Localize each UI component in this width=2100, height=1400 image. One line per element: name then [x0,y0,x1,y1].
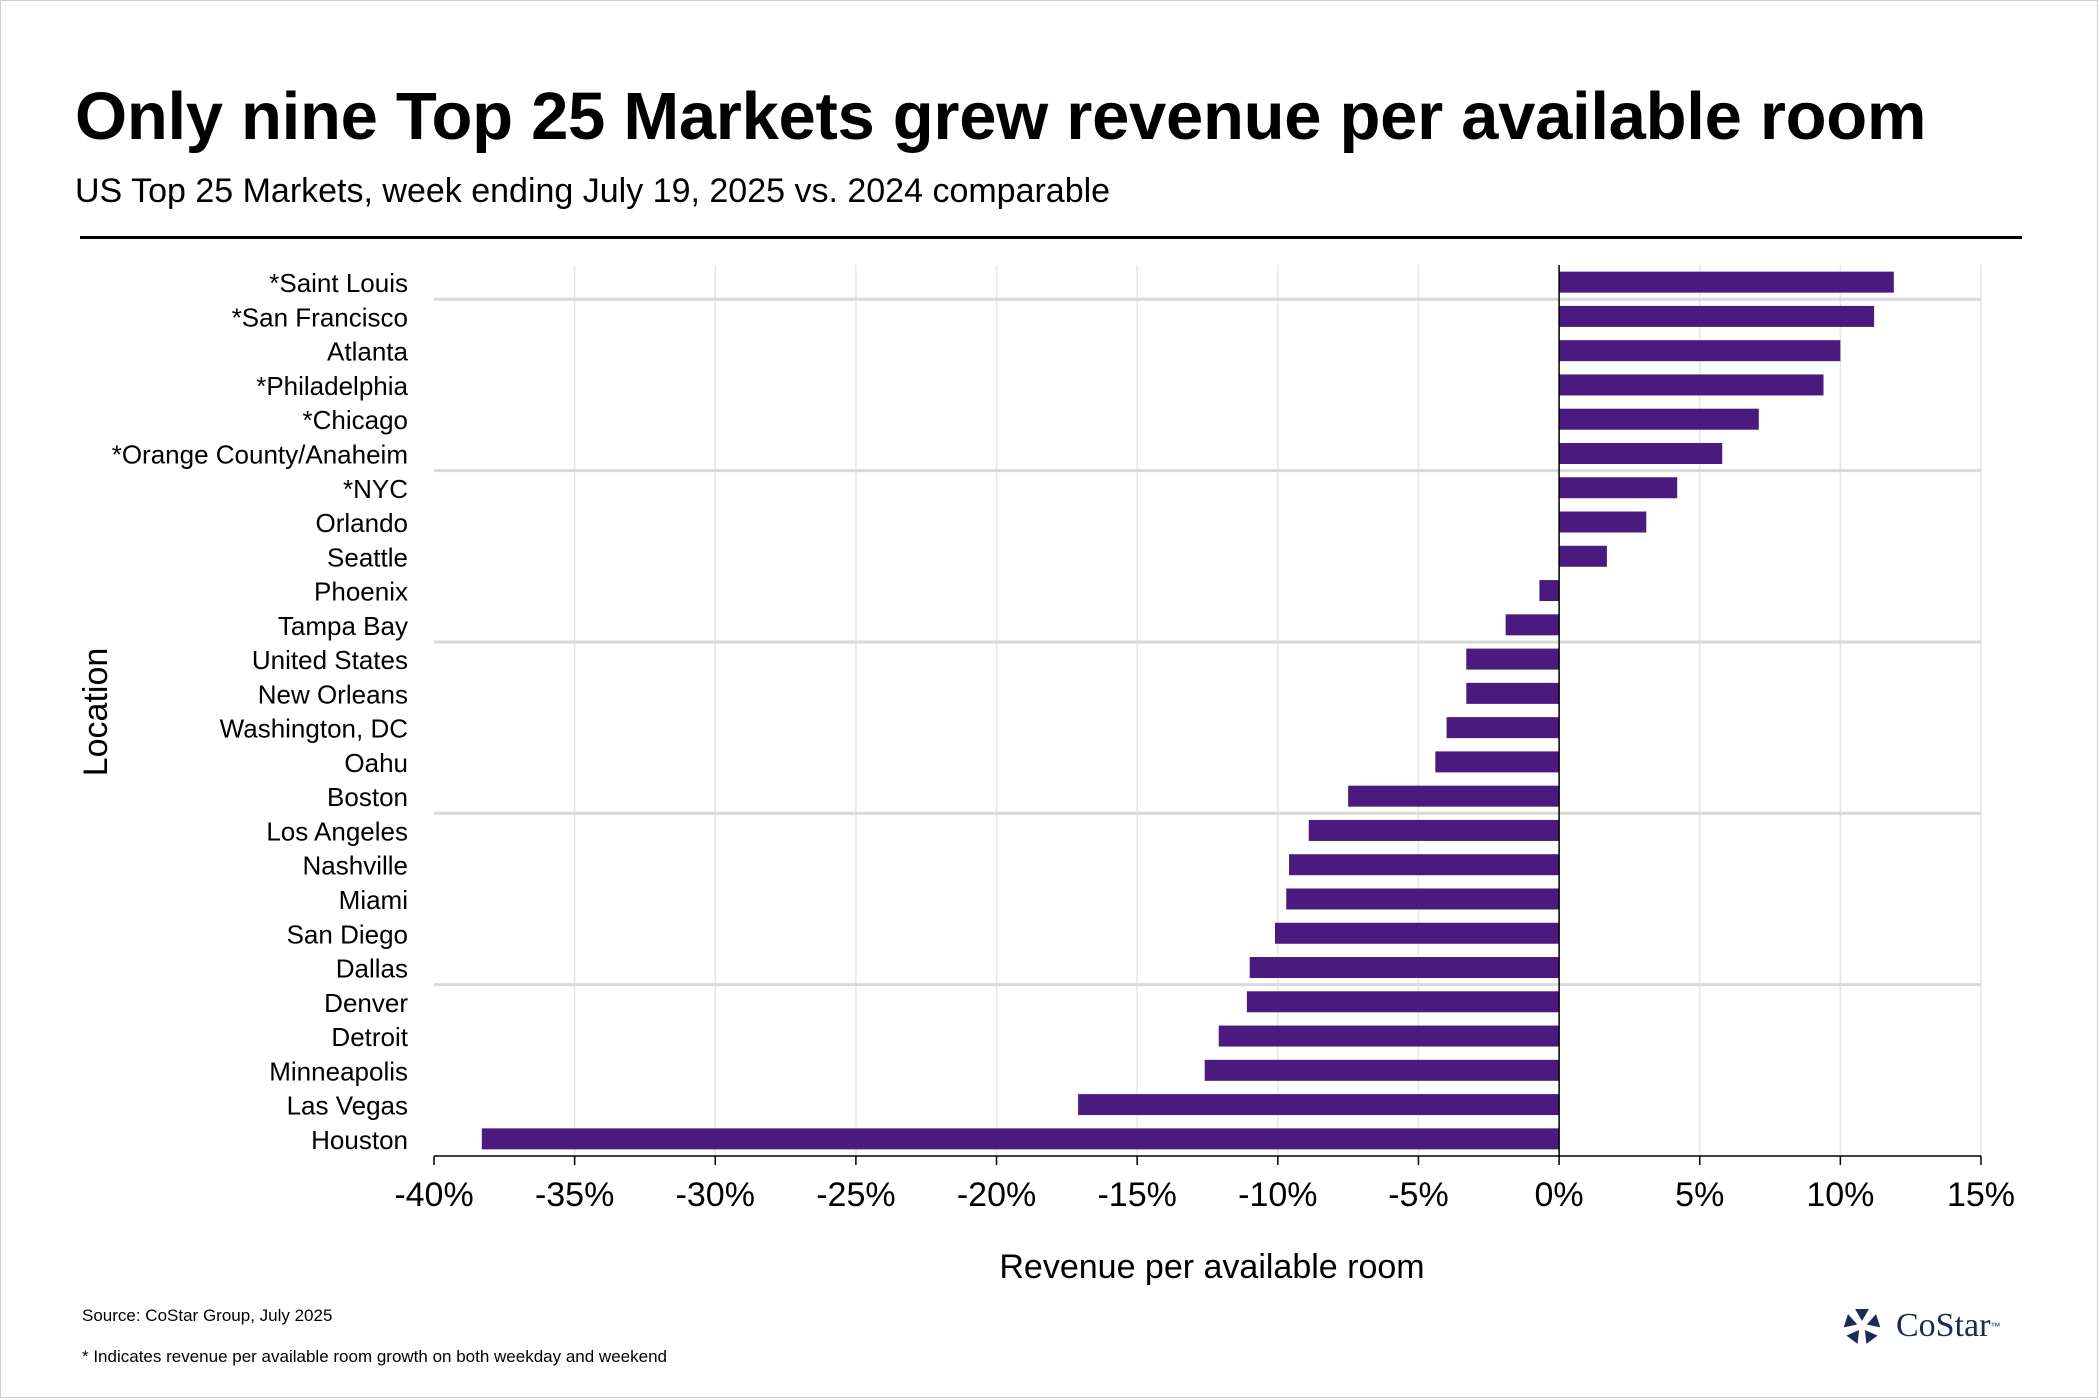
category-label: *Orange County/Anaheim [112,439,408,469]
category-label: Tampa Bay [278,611,408,641]
category-label: Detroit [331,1022,408,1052]
category-label: San Diego [287,919,408,949]
category-label: *Chicago [302,405,408,435]
category-label: Washington, DC [220,714,408,744]
logo-segment [1846,1330,1860,1344]
x-tick-label: -15% [1097,1176,1176,1214]
bar [1308,819,1560,841]
bar [1348,785,1560,807]
x-tick-label: 5% [1675,1176,1724,1214]
x-tick-label: -5% [1388,1176,1448,1214]
bar [1559,305,1875,327]
x-tick-label: -30% [676,1176,755,1214]
logo-segment [1864,1330,1878,1344]
x-axis-label: Revenue per available room [999,1248,1424,1286]
bar [1559,340,1841,362]
group-separators [434,297,1981,987]
category-label: Phoenix [314,577,408,607]
x-tick-label: -10% [1238,1176,1317,1214]
bar [1446,717,1560,739]
y-axis-label: Location [77,648,115,777]
bar [1275,922,1560,944]
category-label: Dallas [336,954,408,984]
category-label: United States [252,645,408,675]
bar [1505,614,1560,636]
category-label: Houston [311,1125,408,1155]
bar [1559,477,1678,499]
chart-subtitle: US Top 25 Markets, week ending July 19, … [75,172,1111,210]
category-label: Boston [327,782,408,812]
bar [1559,442,1723,464]
category-label: *NYC [343,474,408,504]
bar [1559,511,1647,533]
bar [1559,271,1894,293]
bar [1078,1094,1560,1116]
category-label: Orlando [316,508,409,538]
bar [1559,374,1824,396]
bar [1218,1025,1560,1047]
category-label: Denver [324,988,408,1018]
category-label: New Orleans [258,679,408,709]
category-label: Nashville [303,851,409,881]
bars [481,271,1894,1150]
bar [1539,580,1560,602]
x-tick-label: -40% [394,1176,473,1214]
category-label: Miami [339,885,408,915]
category-label: Los Angeles [266,816,408,846]
category-labels: *Saint Louis *San Francisco Atlanta *Philad… [112,268,409,1155]
gridlines [573,265,1982,1156]
category-label: Oahu [344,748,408,778]
category-label: *Saint Louis [269,268,408,298]
source-note: Source: CoStar Group, July 2025 [82,1306,333,1325]
category-label: Atlanta [327,337,408,367]
bar [1466,648,1560,670]
bar [1466,682,1560,704]
chart-title: Only nine Top 25 Markets grew revenue pe… [75,79,1927,154]
bar [1249,957,1560,979]
bar [1286,888,1560,910]
logo-segment [1843,1314,1858,1328]
bar-chart: -40% -35% -30% -25% -20% -15% -10% -5% 0% 5% 10% 15… [77,265,2015,1286]
x-tick-label: -25% [816,1176,895,1214]
category-label: *Philadelphia [256,371,408,401]
costar-star-logo-icon [1843,1309,1881,1344]
bar [1435,751,1560,773]
x-tick-label: -35% [535,1176,614,1214]
costar-logo: CoStar™ [1838,1302,2000,1350]
bar [1204,1059,1560,1081]
asterisk-footnote: * Indicates revenue per available room g… [82,1347,667,1366]
x-tick-label: 0% [1535,1176,1584,1214]
title-divider [80,236,2022,239]
brand-name: CoStar [1896,1307,1991,1344]
category-label: Minneapolis [269,1056,408,1086]
x-tick-label: 10% [1806,1176,1874,1214]
bar [1246,991,1560,1013]
brand-trademark: ™ [1990,1321,2001,1333]
x-tick-label: 15% [1947,1176,2015,1214]
bar [1559,408,1759,430]
bar [1289,854,1560,876]
category-label: Seattle [327,542,408,572]
logo-segment [1855,1309,1869,1321]
logo-segment [1866,1314,1881,1328]
category-label: Las Vegas [287,1091,408,1121]
x-axis: -40% -35% -30% -25% -20% -15% -10% -5% 0% 5% 10% 15… [394,265,2015,1214]
bar [481,1128,1560,1150]
category-label: *San Francisco [232,302,408,332]
bar [1559,545,1607,567]
x-tick-label: -20% [957,1176,1036,1214]
